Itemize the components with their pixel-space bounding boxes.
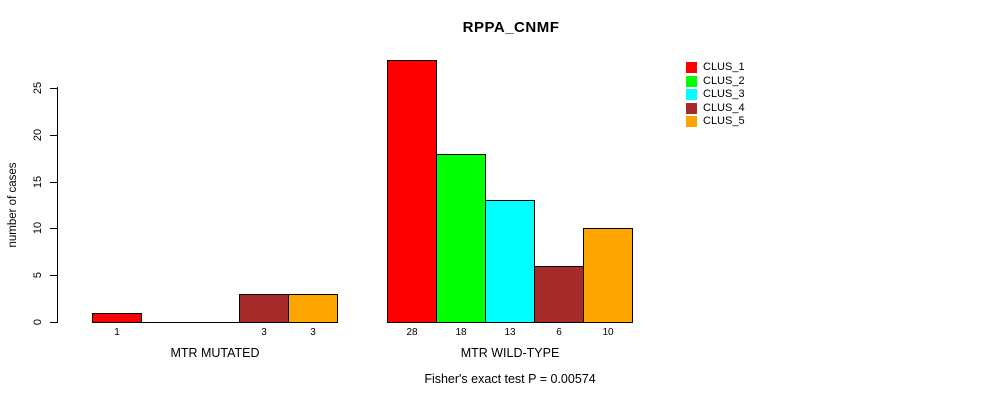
- y-axis-tick: [50, 88, 57, 89]
- bar-CLUS_2-zero: [141, 322, 191, 323]
- bar-CLUS_5: [288, 294, 338, 323]
- legend: CLUS_1 CLUS_2 CLUS_3 CLUS_4 CLUS_5: [686, 62, 745, 127]
- group-label: MTR MUTATED: [170, 346, 260, 360]
- bar-CLUS_4: [239, 294, 289, 323]
- bar-CLUS_1: [387, 60, 437, 323]
- legend-label: CLUS_4: [703, 101, 745, 114]
- legend-label: CLUS_3: [703, 88, 745, 100]
- legend-swatch-CLUS_3: [686, 89, 697, 100]
- bar-value-label: 3: [261, 327, 267, 338]
- bar-CLUS_5: [583, 228, 633, 323]
- bar-value-label: 3: [310, 327, 316, 338]
- y-tick-label: 0: [32, 318, 44, 326]
- legend-entry: CLUS_5: [686, 116, 745, 127]
- y-axis-line: [57, 87, 58, 323]
- chart-title: RPPA_CNMF: [462, 19, 560, 36]
- bar-value-label: 13: [504, 327, 516, 338]
- legend-entry: CLUS_1: [686, 62, 745, 73]
- bar-value-label: 28: [406, 327, 418, 338]
- y-tick-label: 10: [32, 221, 44, 235]
- legend-entry: CLUS_2: [686, 74, 745, 87]
- legend-swatch-CLUS_4: [686, 102, 697, 114]
- y-axis-tick: [50, 182, 57, 183]
- legend-label: CLUS_5: [703, 115, 745, 127]
- bar-value-label: 18: [455, 327, 467, 338]
- y-axis-tick: [50, 135, 57, 136]
- bar-CLUS_3: [485, 200, 535, 323]
- y-axis-tick: [50, 228, 57, 229]
- y-axis-label: number of cases: [7, 162, 19, 248]
- legend-label: CLUS_2: [703, 74, 745, 87]
- legend-swatch-CLUS_2: [686, 75, 697, 87]
- footnote: Fisher's exact test P = 0.00574: [424, 372, 596, 386]
- y-tick-label: 15: [32, 175, 44, 189]
- group-label: MTR WILD-TYPE: [460, 346, 560, 360]
- y-tick-label: 20: [32, 128, 44, 142]
- bar-value-label: 10: [602, 327, 614, 338]
- bar-value-label: 1: [114, 327, 120, 338]
- y-tick-label: 5: [32, 271, 44, 279]
- legend-label: CLUS_1: [703, 61, 745, 73]
- legend-entry: CLUS_4: [686, 101, 745, 114]
- y-axis-tick: [50, 275, 57, 276]
- bar-CLUS_1: [92, 313, 142, 323]
- bar-CLUS_2: [436, 154, 486, 323]
- legend-swatch-CLUS_1: [686, 62, 697, 73]
- legend-entry: CLUS_3: [686, 89, 745, 100]
- bar-value-label: 6: [556, 327, 562, 338]
- bar-CLUS_4: [534, 266, 584, 323]
- legend-swatch-CLUS_5: [686, 116, 697, 127]
- y-tick-label: 25: [32, 81, 44, 95]
- bar-CLUS_3-zero: [190, 322, 240, 323]
- y-axis-tick: [50, 322, 57, 323]
